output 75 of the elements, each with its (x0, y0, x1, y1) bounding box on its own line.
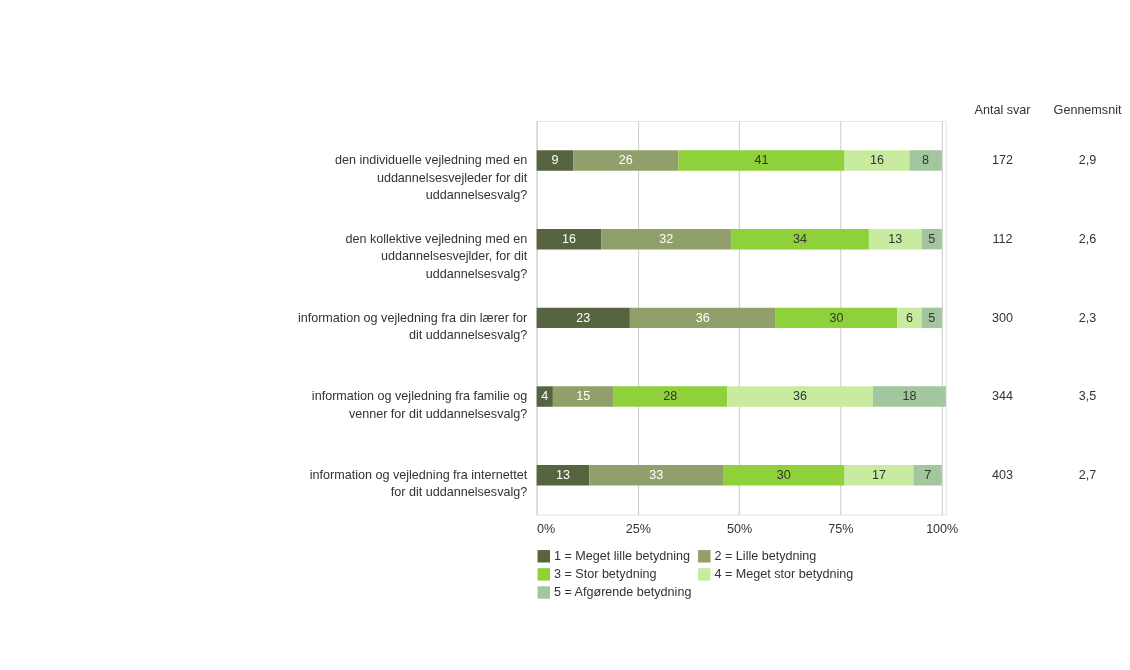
x-tick-label: 100% (926, 522, 959, 537)
data-label: 36 (793, 389, 808, 404)
text: 2,7 (1078, 468, 1097, 483)
text: 172 (992, 153, 1014, 168)
data-label: 30 (776, 468, 791, 483)
legend-label: 4 = Meget stor betydning (714, 567, 854, 582)
bar (536, 228, 602, 250)
data-label: 41 (754, 153, 769, 168)
data-label: 34 (793, 232, 808, 247)
x-tick-label: 0% (537, 522, 556, 537)
text: 2,9 (1078, 153, 1097, 168)
bar (909, 150, 942, 171)
legend-label: 2 = Lille betydning (714, 549, 817, 564)
bar (589, 465, 724, 486)
bar (573, 150, 679, 171)
bar (601, 228, 732, 250)
data-label: 9 (551, 153, 559, 168)
data-label: 28 (663, 389, 678, 404)
data-label: 13 (556, 468, 571, 483)
text: 403 (992, 468, 1014, 483)
data-label: 8 (922, 153, 930, 168)
y-tick-label: information og vejledning fra familie og venner for dit uddannelsesvalg? (311, 389, 528, 421)
data-label: 6 (905, 310, 913, 325)
y-tick-label: information og vejledning fra internettet for dit uddannelsesvalg? (309, 468, 528, 500)
bar (536, 150, 574, 171)
bar (678, 150, 845, 171)
legend-label: 3 = Stor betydning (553, 567, 657, 582)
text: 2,3 (1078, 310, 1097, 325)
data-label: 16 (869, 153, 884, 168)
text: 2,6 (1078, 232, 1097, 247)
data-label: 36 (695, 310, 710, 325)
text: Gennemsnit (1053, 103, 1122, 118)
text: 112 (992, 232, 1013, 247)
y-tick-label: den individuelle vejledning med en uddannelsesvejleder for dit uddannelsesvalg? (334, 153, 528, 203)
text: 344 (992, 389, 1014, 404)
bar (536, 307, 630, 329)
data-label: 4 (541, 389, 549, 404)
data-label: 5 (928, 310, 936, 325)
data-label: 17 (872, 468, 887, 483)
data-label: 13 (888, 232, 903, 247)
text: 3,5 (1078, 389, 1097, 404)
data-label: 16 (562, 232, 577, 247)
bar (629, 307, 776, 329)
data-label: 15 (576, 389, 591, 404)
data-label: 33 (649, 468, 664, 483)
text: 300 (992, 310, 1014, 325)
bar (844, 465, 914, 486)
bar (872, 386, 946, 407)
bar (536, 386, 553, 407)
bar (868, 228, 922, 250)
data-label: 32 (659, 232, 674, 247)
bar (844, 150, 910, 171)
text: Antal svar (974, 103, 1031, 118)
bar (552, 386, 614, 407)
data-label: 7 (924, 468, 932, 483)
bar (536, 465, 590, 486)
x-tick-label: 25% (625, 522, 651, 537)
x-tick-label: 50% (727, 522, 753, 537)
data-label: 26 (618, 153, 633, 168)
legend-label: 1 = Meget lille betydning (553, 549, 690, 564)
y-tick-label: information og vejledning fra din lærer for dit uddannelsesvalg? (297, 310, 528, 343)
y-tick-label: den kollektive vejledning med en uddannelsesvejlder, for dit uddannelsesvalg? (345, 232, 528, 281)
bar (775, 307, 898, 329)
data-label: 5 (928, 232, 936, 247)
legend-label: 5 = Afgørende betydning (553, 585, 692, 600)
bar (897, 307, 922, 329)
x-tick-label: 75% (828, 522, 854, 537)
bar (731, 228, 869, 250)
data-label: 23 (576, 310, 591, 325)
bar (723, 465, 845, 486)
data-label: 30 (829, 310, 844, 325)
bar (613, 386, 728, 407)
data-label: 18 (902, 389, 917, 404)
bar (913, 465, 942, 486)
bar (727, 386, 873, 407)
